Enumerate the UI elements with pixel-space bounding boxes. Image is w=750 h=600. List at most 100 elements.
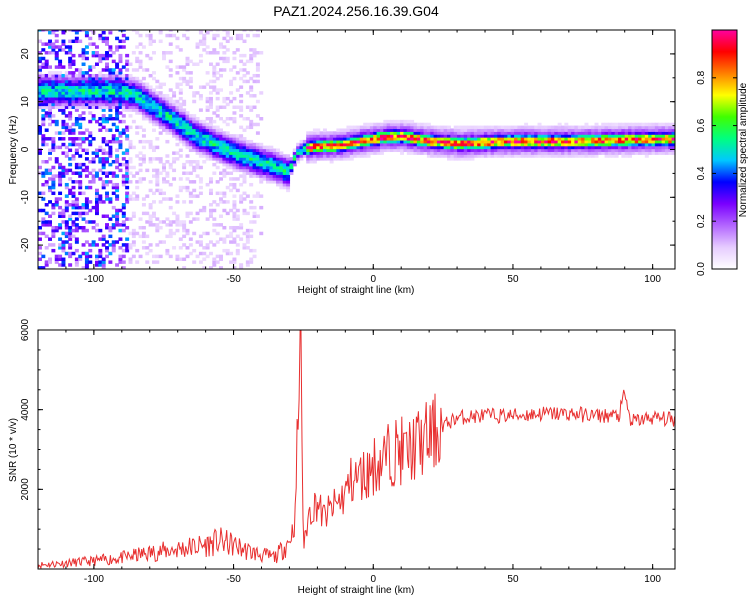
heatmap-cell bbox=[547, 145, 552, 150]
heatmap-cell bbox=[115, 160, 120, 164]
heatmap-cell bbox=[44, 88, 49, 92]
heatmap-cell bbox=[379, 131, 384, 135]
heatmap-cell bbox=[158, 225, 163, 230]
heatmap-cell bbox=[618, 137, 622, 141]
heatmap-cell bbox=[125, 237, 130, 241]
heatmap-cell bbox=[148, 180, 153, 184]
heatmap-cell bbox=[658, 131, 663, 135]
heatmap-cell bbox=[463, 137, 468, 141]
heatmap-cell bbox=[296, 157, 301, 161]
heatmap-cell bbox=[128, 102, 133, 107]
heatmap-cell bbox=[118, 162, 123, 167]
heatmap-cell bbox=[386, 142, 391, 147]
heatmap-cell bbox=[235, 162, 240, 167]
heatmap-cell bbox=[61, 142, 66, 147]
heatmap-cell bbox=[131, 165, 136, 170]
heatmap-cell bbox=[58, 82, 63, 87]
heatmap-cell bbox=[178, 88, 183, 92]
heatmap-cell bbox=[64, 223, 69, 227]
heatmap-cell bbox=[222, 154, 227, 158]
heatmap-cell bbox=[272, 174, 277, 178]
heatmap-cell bbox=[587, 137, 592, 141]
heatmap-cell bbox=[111, 139, 116, 144]
heatmap-cell bbox=[584, 145, 589, 150]
heatmap-cell bbox=[98, 85, 103, 89]
heatmap-cell bbox=[416, 134, 421, 138]
heatmap-cell bbox=[58, 45, 63, 49]
heatmap-cell bbox=[530, 145, 535, 150]
heatmap-cell bbox=[644, 139, 649, 144]
heatmap-cell bbox=[91, 91, 96, 95]
heatmap-cell bbox=[98, 194, 103, 198]
heatmap-cell bbox=[208, 116, 213, 121]
heatmap-cell bbox=[145, 99, 150, 104]
heatmap-cell bbox=[178, 134, 183, 138]
heatmap-cell bbox=[165, 160, 170, 164]
heatmap-cell bbox=[648, 134, 653, 138]
heatmap-cell bbox=[604, 139, 609, 144]
heatmap-cell bbox=[138, 94, 143, 98]
heatmap-cell bbox=[668, 134, 673, 138]
heatmap-cell bbox=[574, 137, 579, 141]
heatmap-cell bbox=[212, 131, 217, 135]
heatmap-cell bbox=[557, 142, 562, 147]
heatmap-cell bbox=[101, 82, 106, 87]
heatmap-cell bbox=[628, 137, 633, 141]
heatmap-cell bbox=[312, 137, 317, 141]
heatmap-cell bbox=[192, 148, 197, 153]
heatmap-cell bbox=[265, 157, 270, 161]
heatmap-cell bbox=[51, 105, 56, 109]
heatmap-cell bbox=[172, 108, 177, 112]
heatmap-cell bbox=[108, 88, 113, 92]
heatmap-cell bbox=[108, 82, 113, 87]
heatmap-cell bbox=[74, 203, 79, 207]
heatmap-cell bbox=[202, 266, 207, 269]
heatmap-cell bbox=[208, 240, 213, 244]
heatmap-cell bbox=[38, 131, 42, 135]
heatmap-cell bbox=[58, 76, 63, 81]
heatmap-cell bbox=[74, 68, 79, 72]
heatmap-cell bbox=[148, 217, 153, 221]
heatmap-cell bbox=[145, 91, 150, 95]
heatmap-cell bbox=[581, 125, 586, 130]
heatmap-cell bbox=[406, 125, 411, 130]
heatmap-cell bbox=[188, 160, 193, 164]
heatmap-cell bbox=[198, 139, 203, 144]
heatmap-cell bbox=[269, 151, 274, 155]
heatmap-cell bbox=[61, 73, 66, 78]
heatmap-cell bbox=[151, 191, 156, 196]
heatmap-cell bbox=[41, 266, 46, 269]
heatmap-cell bbox=[376, 148, 381, 153]
heatmap-cell bbox=[396, 139, 401, 144]
heatmap-cell bbox=[175, 82, 180, 87]
heatmap-cell bbox=[48, 157, 53, 161]
heatmap-cell bbox=[480, 137, 485, 141]
y-tick-label: 0 bbox=[20, 146, 31, 152]
heatmap-cell bbox=[530, 137, 535, 141]
heatmap-cell bbox=[225, 33, 230, 38]
heatmap-cell bbox=[195, 116, 200, 121]
heatmap-cell bbox=[322, 128, 327, 132]
heatmap-cell bbox=[316, 139, 321, 144]
heatmap-cell bbox=[255, 154, 260, 158]
heatmap-cell bbox=[497, 151, 502, 155]
heatmap-cell bbox=[507, 125, 512, 130]
heatmap-cell bbox=[219, 257, 223, 261]
heatmap-cell bbox=[111, 240, 116, 244]
heatmap-cell bbox=[242, 246, 247, 250]
heatmap-cell bbox=[312, 160, 317, 164]
heatmap-cell bbox=[141, 108, 146, 112]
heatmap-cell bbox=[168, 254, 173, 259]
heatmap-cell bbox=[118, 168, 123, 173]
heatmap-cell bbox=[390, 137, 394, 141]
heatmap-cell bbox=[91, 240, 96, 244]
heatmap-cell bbox=[78, 211, 83, 216]
heatmap-cell bbox=[148, 73, 153, 78]
heatmap-cell bbox=[229, 134, 234, 138]
heatmap-cell bbox=[131, 99, 136, 104]
heatmap-cell bbox=[322, 148, 327, 153]
heatmap-cell bbox=[188, 137, 193, 141]
heatmap-cell bbox=[81, 228, 86, 233]
heatmap-cell bbox=[235, 157, 240, 161]
